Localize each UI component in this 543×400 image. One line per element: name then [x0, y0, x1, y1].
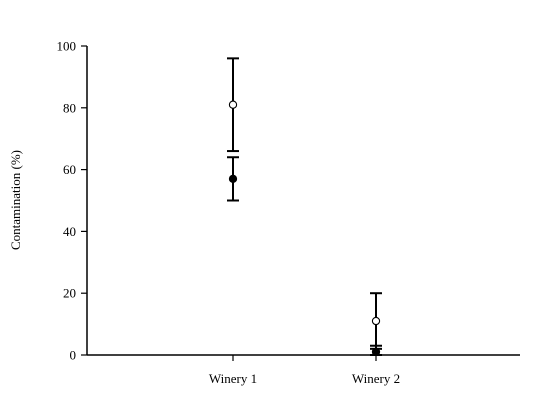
x-tick-label: Winery 1 [209, 371, 257, 386]
data-point-filled [228, 174, 238, 184]
y-axis-title: Contamination (%) [8, 150, 23, 250]
series-filled-markers [227, 156, 382, 357]
x-ticks: Winery 1 Winery 2 [209, 355, 400, 386]
y-tick-label: 80 [63, 100, 76, 115]
y-tick-label: 20 [63, 286, 76, 301]
series-layer [227, 57, 382, 357]
x-axis: Winery 1 Winery 2 [87, 354, 520, 386]
y-tick-label: 0 [70, 348, 77, 363]
data-point-open [228, 100, 238, 109]
y-tick-label: 60 [63, 162, 76, 177]
data-point-filled [371, 347, 381, 357]
y-tick-label: 40 [63, 224, 76, 239]
series-open-markers [227, 57, 382, 350]
y-ticks: 0 20 40 60 80 100 [57, 39, 87, 363]
y-axis: 0 20 40 60 80 100 [57, 39, 88, 363]
x-tick-label: Winery 2 [352, 371, 400, 386]
data-point-open [371, 316, 381, 326]
y-tick-label: 100 [57, 39, 77, 54]
